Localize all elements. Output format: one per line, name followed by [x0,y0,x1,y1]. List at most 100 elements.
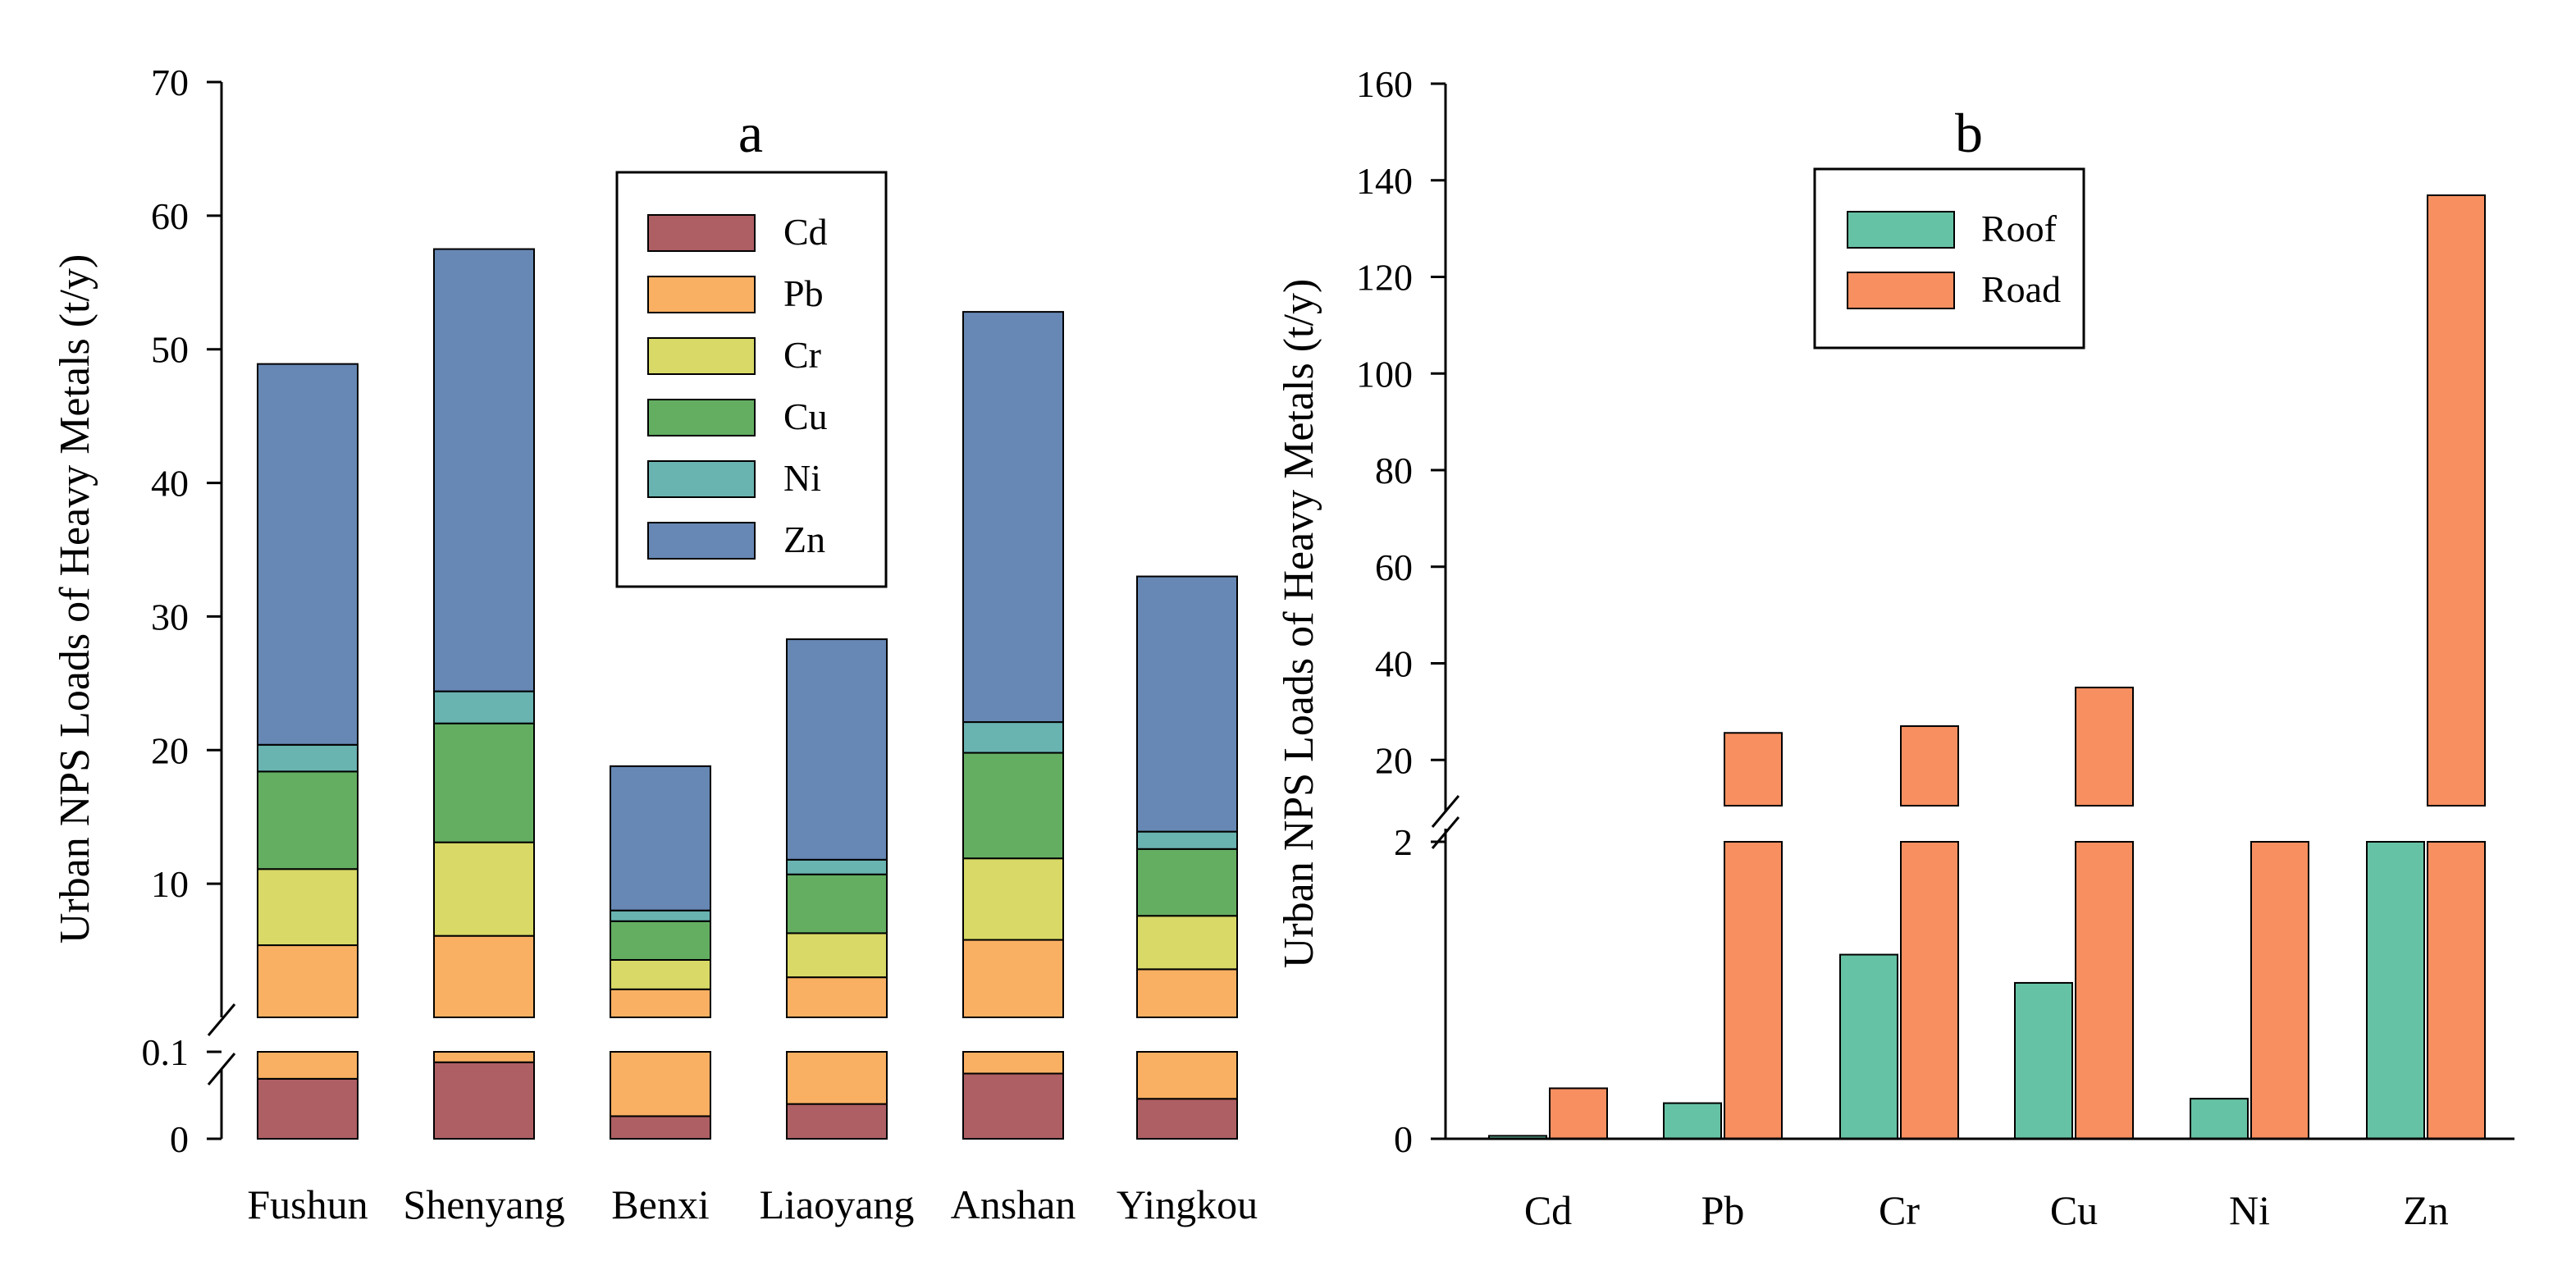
bar-a-benxi-ni [610,909,711,922]
bar-a-fushun-pb [257,944,359,1018]
panel-b-tick-label: 40 [1375,643,1413,685]
bar-b-ni-roof [2190,1098,2249,1140]
bar-b-cr-road-lower [1900,841,1959,1140]
bar-a-liaoyang-cd-lower [786,1103,888,1140]
bar-a-anshan-cr [962,857,1064,941]
panel-b-title: b [1955,102,1983,164]
bar-a-fushun-cr [257,868,359,947]
legend-label-cu: Cu [783,395,828,437]
bar-b-cu-road-lower [2075,841,2134,1140]
bar-a-fushun-cu [257,770,359,870]
bar-a-anshan-cd-lower [962,1072,1064,1140]
panel-a: a Urban NPS Loads of Heavy Metals (t/y) … [52,62,1258,1227]
category-label-liaoyang: Liaoyang [760,1181,915,1227]
panel-b-y-axis: 0 2 20 40 60 80 100 120 140 160 [1356,63,2514,1160]
legend-label-roof: Roof [1981,208,2058,249]
category-label-yingkou: Yingkou [1117,1181,1258,1227]
bar-a-benxi-pb-lower [610,1051,711,1117]
bar-a-liaoyang-cu [786,873,888,934]
panel-a-axis-break-mark [207,1053,236,1085]
panel-a-tick-label: 40 [151,463,189,505]
bar-a-fushun-pb-lower [257,1051,359,1080]
category-label-anshan: Anshan [951,1181,1076,1227]
panel-b-axis-break-mark [1431,816,1460,849]
legend-swatch-cr [647,337,756,375]
panel-b-tick-label: 80 [1375,450,1413,491]
category-label-ni: Ni [2229,1187,2270,1233]
legend-swatch-ni [647,460,756,498]
bar-b-zn-road-lower [2427,841,2486,1140]
legend-swatch-cd [647,214,756,252]
bar-a-yingkou-cd-lower [1136,1098,1238,1140]
panel-b-tick-label: 140 [1356,160,1413,202]
bar-b-cd-road [1549,1087,1608,1140]
panel-a-tick-label: 30 [151,596,189,637]
bar-a-shenyang-cd-lower [433,1061,535,1140]
panel-b-tick-label: 160 [1356,63,1413,105]
legend-swatch-roof [1847,211,1955,249]
category-label-fushun: Fushun [247,1181,368,1227]
legend-label-road: Road [1981,268,2061,310]
bar-a-shenyang-pb [433,934,535,1018]
panel-b-x-axis: Cd Pb Cr Cu Ni Zn [1524,1187,2449,1233]
category-label-benxi: Benxi [611,1181,709,1227]
bar-a-fushun-zn [257,363,359,746]
legend-swatch-zn [647,522,756,560]
legend-label-cr: Cr [783,334,821,376]
panel-b-tick-label: 20 [1375,739,1413,781]
bar-b-ni-road-lower [2250,841,2309,1140]
bar-a-anshan-ni [962,721,1064,754]
bar-b-cr-roof [1839,953,1898,1140]
bar-a-anshan-pb [962,939,1064,1018]
panel-a-legend: Cd Pb Cr Cu Ni Zn [615,171,888,588]
category-label-cd: Cd [1524,1187,1572,1233]
bar-a-yingkou-pb [1136,968,1238,1019]
legend-label-pb: Pb [783,272,824,314]
bar-a-benxi-zn [610,765,711,912]
panel-a-tick-label: 0 [170,1118,189,1160]
bar-a-shenyang-cu [433,722,535,843]
panel-b: b Urban NPS Loads of Heavy Metals (t/y) … [1276,63,2514,1233]
bar-a-anshan-pb-lower [962,1051,1064,1075]
panel-a-tick-label: 60 [151,195,189,237]
bar-b-cr-road [1900,725,1959,806]
bar-a-liaoyang-cr [786,932,888,979]
panel-b-legend: Roof Road [1813,167,2085,350]
bar-a-liaoyang-pb [786,976,888,1018]
panel-b-tick-label: 120 [1356,257,1413,299]
bar-b-cu-roof [2014,981,2073,1140]
category-label-shenyang: Shenyang [403,1181,564,1227]
panel-a-y-axis: 0 0.1 10 20 30 40 50 60 70 [142,62,236,1160]
bar-a-benxi-cu [610,920,711,961]
bar-a-shenyang-zn [433,248,535,692]
bar-a-fushun-ni [257,743,359,773]
bar-b-zn-roof-lower [2366,841,2425,1140]
bar-a-fushun-cd-lower [257,1077,359,1140]
category-label-cr: Cr [1879,1187,1920,1233]
panel-a-tick-label: 20 [151,729,189,771]
legend-swatch-pb [647,276,756,313]
bar-a-anshan-zn [962,311,1064,724]
panel-b-legend-box [1813,167,2085,350]
legend-label-ni: Ni [783,457,821,499]
bar-a-yingkou-zn [1136,575,1238,833]
bar-b-pb-road-lower [1724,841,1783,1140]
bar-a-benxi-pb [610,988,711,1019]
panel-b-tick-label: 0 [1394,1118,1413,1160]
bar-a-yingkou-pb-lower [1136,1051,1238,1100]
bar-b-pb-roof [1663,1102,1722,1140]
category-label-cu: Cu [2050,1187,2098,1233]
legend-swatch-road [1847,272,1955,309]
bar-a-anshan-cu [962,752,1064,860]
panel-a-y-axis-label: Urban NPS Loads of Heavy Metals (t/y) [52,254,98,944]
panel-b-tick-label: 60 [1375,546,1413,588]
panel-a-tick-label: 70 [151,62,189,103]
bar-a-liaoyang-zn [786,638,888,861]
bar-b-cu-road [2075,686,2134,806]
panel-b-tick-label: 2 [1394,821,1413,863]
bar-a-shenyang-ni [433,690,535,724]
bar-a-shenyang-cr [433,841,535,937]
bar-a-liaoyang-pb-lower [786,1051,888,1105]
